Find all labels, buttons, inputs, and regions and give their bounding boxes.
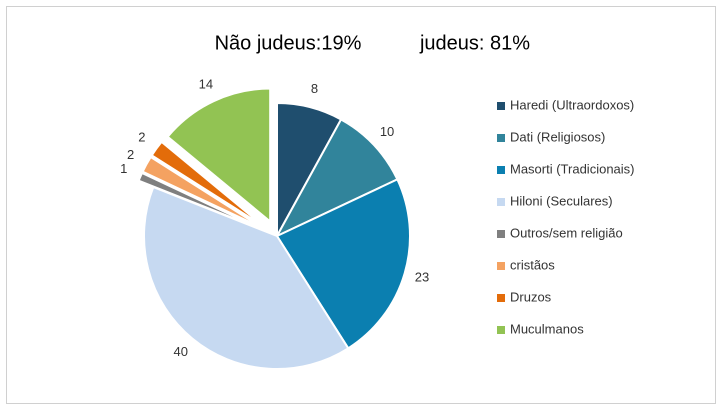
annotation: Não judeus:19% [215, 32, 362, 54]
legend-swatch [497, 198, 505, 206]
data-label: 10 [380, 124, 394, 139]
data-label: 14 [199, 76, 213, 91]
legend-label: Dati (Religiosos) [510, 129, 605, 144]
data-label: 2 [138, 129, 145, 144]
legend-label: cristãos [510, 257, 555, 272]
data-label: 2 [127, 147, 134, 162]
pie-slice [166, 87, 272, 224]
legend-swatch [497, 262, 505, 270]
legend-swatch [497, 294, 505, 302]
pie-slice [150, 140, 265, 228]
legend-label: Druzos [510, 289, 552, 304]
annotation: judeus: 81% [419, 32, 530, 54]
legend-label: Outros/sem religião [510, 225, 623, 240]
legend-label: Masorti (Tradicionais) [510, 161, 635, 176]
legend-swatch [497, 230, 505, 238]
legend-label: Haredi (Ultraordoxos) [510, 97, 634, 112]
pie-slice [275, 178, 411, 350]
legend-swatch [497, 326, 505, 334]
pie-slice [143, 185, 350, 370]
pie-slice [141, 155, 264, 230]
data-label: 8 [311, 81, 318, 96]
legend-swatch [497, 102, 505, 110]
data-label: 1 [120, 161, 127, 176]
legend-label: Hiloni (Seculares) [510, 193, 613, 208]
pie-slice [274, 118, 399, 239]
pie-slice [137, 171, 263, 231]
legend-swatch [497, 134, 505, 142]
legend-swatch [497, 166, 505, 174]
data-label: 23 [415, 270, 429, 285]
data-label: 40 [174, 344, 188, 359]
legend-label: Muculmanos [510, 321, 584, 336]
